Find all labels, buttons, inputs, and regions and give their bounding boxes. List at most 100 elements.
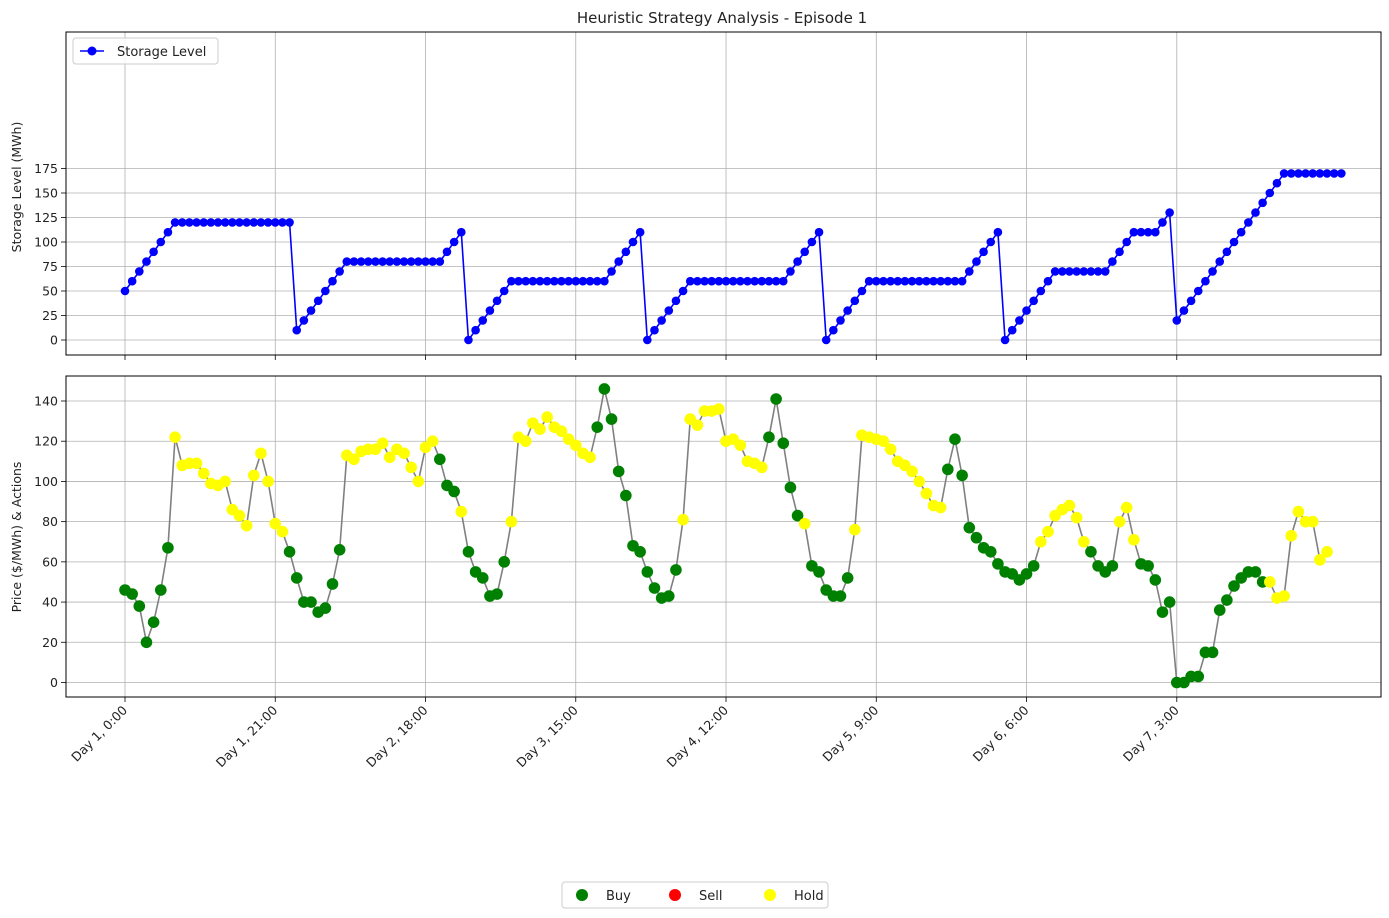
storage-point bbox=[149, 247, 158, 257]
storage-point bbox=[929, 276, 938, 286]
price-point-buy bbox=[777, 437, 790, 450]
storage-point bbox=[993, 227, 1003, 237]
price-y-tick-label: 80 bbox=[42, 514, 58, 529]
price-point-hold bbox=[1042, 525, 1054, 538]
storage-point bbox=[721, 276, 731, 286]
storage-point bbox=[120, 286, 130, 296]
storage-point bbox=[657, 316, 666, 325]
price-point-buy bbox=[634, 546, 646, 558]
storage-point bbox=[185, 218, 194, 227]
storage-point bbox=[864, 276, 874, 286]
storage-y-tick-label: 75 bbox=[42, 259, 58, 274]
storage-point bbox=[979, 247, 988, 257]
price-y-tick-label: 100 bbox=[34, 474, 58, 489]
price-point-buy bbox=[147, 616, 160, 628]
storage-point bbox=[957, 276, 967, 286]
price-series bbox=[119, 383, 1333, 689]
price-point-buy bbox=[984, 546, 997, 558]
price-point-buy bbox=[641, 566, 654, 578]
storage-y-tick-label: 0 bbox=[50, 333, 58, 348]
price-point-buy bbox=[813, 566, 825, 578]
storage-point bbox=[786, 267, 795, 276]
price-point-hold bbox=[247, 469, 260, 482]
storage-point bbox=[1136, 227, 1146, 237]
price-point-buy bbox=[598, 383, 611, 395]
storage-point bbox=[213, 218, 223, 227]
price-point-hold bbox=[541, 411, 553, 423]
storage-point bbox=[836, 316, 845, 325]
storage-point bbox=[778, 276, 788, 286]
price-point-buy bbox=[1106, 560, 1119, 572]
storage-point bbox=[1072, 267, 1081, 276]
storage-point bbox=[621, 247, 631, 257]
storage-point bbox=[914, 276, 924, 286]
price-point-hold bbox=[798, 517, 811, 530]
storage-point bbox=[550, 276, 559, 286]
storage-point bbox=[1093, 267, 1103, 276]
storage-point bbox=[1151, 227, 1160, 237]
price-point-buy bbox=[305, 596, 317, 608]
storage-point bbox=[328, 276, 337, 286]
price-point-hold bbox=[376, 437, 389, 450]
storage-point bbox=[600, 276, 609, 286]
price-point-hold bbox=[734, 439, 747, 452]
price-point-hold bbox=[197, 467, 210, 480]
storage-point bbox=[1222, 247, 1232, 257]
storage-point bbox=[1251, 208, 1260, 217]
storage-point bbox=[442, 247, 452, 257]
price-point-buy bbox=[126, 588, 138, 600]
price-point-buy bbox=[1221, 594, 1233, 606]
storage-y-tick-label: 150 bbox=[34, 186, 58, 201]
storage-point bbox=[671, 296, 681, 306]
storage-point bbox=[399, 257, 409, 266]
price-point-hold bbox=[691, 419, 704, 431]
price-point-hold bbox=[262, 475, 274, 488]
storage-point bbox=[478, 316, 488, 325]
storage-point bbox=[750, 276, 759, 286]
price-point-buy bbox=[319, 602, 332, 614]
price-grid bbox=[66, 376, 1381, 697]
price-point-buy bbox=[1228, 580, 1240, 592]
storage-point bbox=[607, 267, 616, 276]
storage-point bbox=[643, 335, 652, 345]
storage-point bbox=[1158, 218, 1167, 227]
price-point-hold bbox=[756, 461, 768, 474]
storage-point bbox=[449, 237, 459, 247]
storage-point bbox=[714, 276, 724, 286]
price-point-hold bbox=[534, 423, 546, 435]
storage-point bbox=[1208, 267, 1217, 276]
legend-label-sell: Sell bbox=[699, 889, 722, 904]
price-point-buy bbox=[662, 590, 675, 602]
storage-point bbox=[678, 286, 688, 296]
storage-legend-box bbox=[72, 37, 219, 65]
storage-legend-label: Storage Level bbox=[117, 45, 206, 60]
price-point-buy bbox=[956, 469, 968, 482]
storage-point bbox=[1215, 257, 1225, 266]
storage-point bbox=[857, 286, 867, 296]
price-point-buy bbox=[942, 463, 954, 476]
price-point-buy bbox=[1085, 546, 1097, 558]
storage-point bbox=[270, 218, 280, 227]
storage-point bbox=[256, 218, 266, 227]
storage-point bbox=[707, 276, 717, 286]
storage-point bbox=[886, 276, 895, 286]
price-point-hold bbox=[584, 451, 596, 464]
storage-point bbox=[1286, 169, 1296, 178]
storage-y-tick-label: 100 bbox=[34, 235, 58, 250]
price-point-buy bbox=[605, 413, 618, 425]
storage-point bbox=[1186, 296, 1196, 306]
storage-point bbox=[385, 257, 395, 266]
storage-point bbox=[814, 227, 824, 237]
price-point-hold bbox=[219, 475, 231, 488]
storage-point bbox=[192, 218, 201, 227]
storage-y-tick-label: 125 bbox=[34, 210, 58, 225]
price-point-buy bbox=[333, 543, 346, 556]
storage-point bbox=[492, 296, 502, 306]
price-point-hold bbox=[1063, 499, 1076, 512]
storage-point bbox=[306, 306, 316, 315]
storage-point bbox=[1315, 169, 1325, 178]
price-point-buy bbox=[462, 546, 475, 558]
storage-y-tick-label: 25 bbox=[42, 308, 58, 323]
storage-point bbox=[1301, 169, 1310, 178]
price-point-buy bbox=[612, 465, 625, 478]
